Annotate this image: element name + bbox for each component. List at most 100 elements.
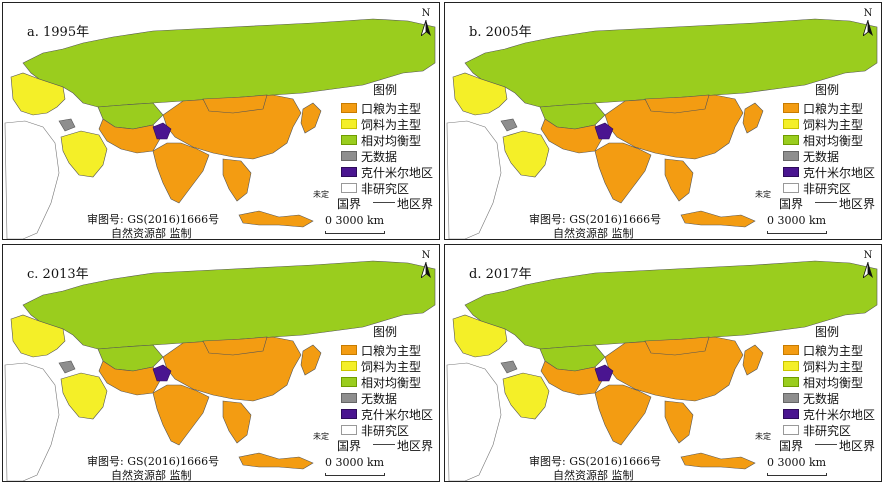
legend-swatch [341, 393, 357, 403]
north-label: N [421, 8, 431, 19]
scale-text: 0 3000 km [325, 214, 385, 227]
legend-item-no-data: 无数据 [341, 390, 439, 406]
map-canvas [446, 18, 878, 239]
legend-swatch [341, 377, 357, 387]
region-kashmir [152, 122, 172, 140]
region-arabia [502, 130, 550, 178]
legend-label: 相对均衡型 [803, 375, 864, 390]
legend-item-feed: 饲料为主型 [341, 116, 439, 132]
supervisor-text: 自然资源部 监制 [111, 469, 192, 482]
legend-item-no-data: 无数据 [783, 390, 881, 406]
legend-swatch [783, 167, 799, 177]
legend-item-balanced: 相对均衡型 [783, 374, 881, 390]
undefined-boundary-label: 未定 [755, 190, 771, 199]
legend-label: 口粮为主型 [803, 101, 864, 116]
legend-item-feed: 饲料为主型 [783, 116, 881, 132]
map-canvas [4, 18, 436, 239]
region-no-data [500, 118, 518, 132]
legend-swatch [341, 135, 357, 145]
region-europe [10, 314, 66, 358]
region-se-asia [664, 400, 694, 444]
regional-boundary-label: 地区界 [839, 439, 876, 453]
region-no-data [58, 118, 76, 132]
legend-label: 非研究区 [361, 181, 410, 196]
legend-label: 无数据 [361, 149, 398, 164]
north-arrow-icon [863, 20, 873, 36]
north-arrow: N [861, 9, 875, 36]
legend-swatch [783, 361, 799, 371]
legend-swatch [783, 151, 799, 161]
north-arrow: N [419, 9, 433, 36]
legend-label: 相对均衡型 [361, 133, 422, 148]
undefined-boundary-label: 未定 [313, 432, 329, 441]
legend-item-non-study: 非研究区 [341, 422, 439, 438]
regional-boundary-label: 地区界 [839, 197, 876, 211]
supervisor-text: 自然资源部 监制 [111, 227, 192, 240]
panel-title: a. 1995年 [25, 21, 92, 40]
map-panel-1: b. 2005年 N 图例 口粮为主型 饲料为主型 相对均衡型 [444, 2, 882, 240]
legend-item-balanced: 相对均衡型 [341, 132, 439, 148]
regional-boundary-line [373, 202, 395, 203]
legend-item-kashmir: 克什米尔地区 [341, 406, 439, 422]
legend-item-grain: 口粮为主型 [341, 342, 439, 358]
legend-swatch [341, 151, 357, 161]
regional-boundary-line [815, 444, 837, 445]
legend-item-no-data: 无数据 [341, 148, 439, 164]
region-no-data [58, 360, 76, 374]
scale-text: 0 3000 km [767, 214, 827, 227]
legend-item-grain: 口粮为主型 [783, 342, 881, 358]
legend-label: 饲料为主型 [361, 359, 422, 374]
legend-title: 图例 [373, 83, 398, 97]
region-russia [22, 18, 436, 108]
region-kashmir [594, 364, 614, 382]
legend-item-feed: 饲料为主型 [341, 358, 439, 374]
region-india [594, 142, 652, 204]
legend-swatch [341, 425, 357, 435]
region-indonesia [238, 210, 314, 228]
legend-swatch [783, 135, 799, 145]
legend: 图例 口粮为主型 饲料为主型 相对均衡型 无数据 克什米尔地区 [783, 323, 881, 438]
region-europe [10, 72, 66, 116]
review-number: 审图号: GS(2016)1666号 [529, 455, 662, 468]
region-india [152, 384, 210, 446]
scale-text: 0 3000 km [767, 456, 827, 469]
region-india [152, 142, 210, 204]
legend-swatch [341, 409, 357, 419]
region-se-asia [664, 158, 694, 202]
region-arabia [60, 372, 108, 420]
legend-item-grain: 口粮为主型 [783, 100, 881, 116]
region-non-study [446, 362, 502, 481]
legend-label: 无数据 [803, 149, 840, 164]
legend-swatch [783, 393, 799, 403]
legend-swatch [783, 425, 799, 435]
legend-label: 无数据 [803, 391, 840, 406]
boundary-legend: 未定 国界 地区界 [313, 190, 439, 211]
region-mongolia [202, 94, 268, 114]
map-canvas [446, 260, 878, 481]
legend-label: 相对均衡型 [361, 375, 422, 390]
legend-swatch [783, 103, 799, 113]
legend-label: 克什米尔地区 [361, 407, 434, 422]
region-india [594, 384, 652, 446]
legend-label: 饲料为主型 [803, 117, 864, 132]
legend-swatch [783, 377, 799, 387]
review-number: 审图号: GS(2016)1666号 [87, 213, 220, 226]
region-non-study [4, 362, 60, 481]
scale-bar [325, 473, 385, 476]
legend: 图例 口粮为主型 饲料为主型 相对均衡型 无数据 克什米尔地区 [341, 323, 439, 438]
boundary-legend: 未定 国界 地区界 [755, 190, 881, 211]
international-boundary-label: 国界 [779, 197, 804, 211]
north-arrow-icon [863, 262, 873, 278]
region-indonesia [238, 452, 314, 470]
boundary-legend: 未定 国界 地区界 [755, 432, 881, 453]
legend-item-no-data: 无数据 [783, 148, 881, 164]
north-arrow-icon [421, 262, 431, 278]
region-mongolia [644, 94, 710, 114]
region-non-study [446, 120, 502, 239]
scale-text: 0 3000 km [325, 456, 385, 469]
north-arrow: N [861, 251, 875, 278]
legend: 图例 口粮为主型 饲料为主型 相对均衡型 无数据 克什米尔地区 [341, 81, 439, 196]
legend-label: 口粮为主型 [361, 343, 422, 358]
region-russia [464, 18, 878, 108]
international-boundary-label: 国界 [337, 439, 362, 453]
